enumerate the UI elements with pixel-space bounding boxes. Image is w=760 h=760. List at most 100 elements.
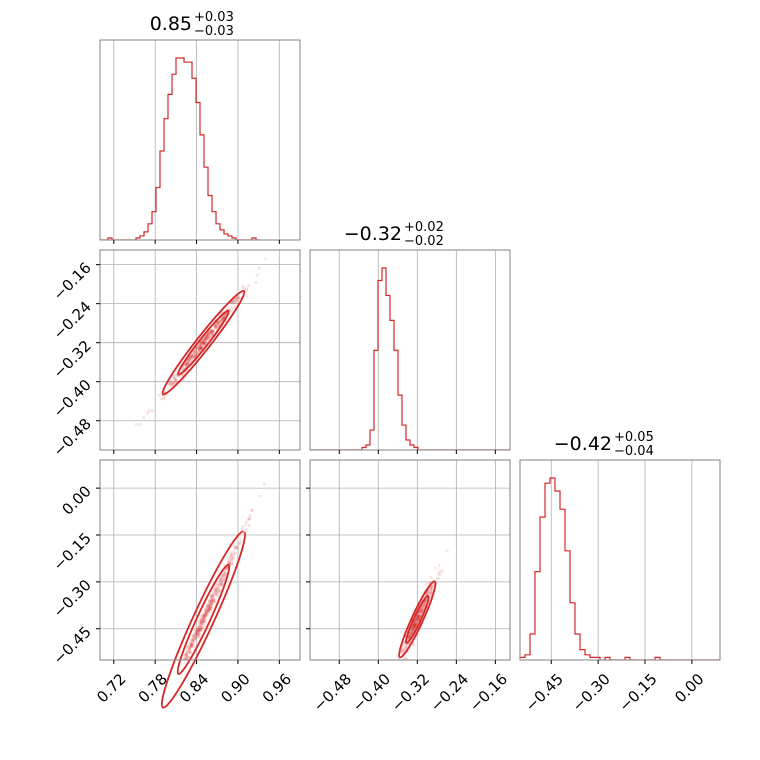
scatter-point	[216, 584, 220, 588]
scatter-point	[190, 355, 194, 359]
scatter-point	[212, 596, 216, 601]
scatter-point	[214, 323, 218, 327]
scatter-point	[201, 341, 205, 345]
scatter-point	[189, 356, 193, 360]
scatter-point	[207, 608, 211, 612]
scatter-point	[194, 632, 199, 636]
scatter-point	[208, 607, 212, 611]
scatter-point	[209, 603, 213, 607]
scatter-point	[205, 613, 209, 617]
scatter-point	[212, 594, 216, 598]
scatter-point	[202, 338, 207, 342]
scatter-point	[185, 362, 189, 366]
scatter-point	[201, 617, 205, 622]
scatter-point	[193, 348, 197, 352]
scatter-point	[372, 705, 375, 708]
scatter-point	[195, 633, 199, 637]
scatter-point	[183, 363, 188, 367]
scatter-point	[197, 628, 201, 632]
scatter-point	[213, 592, 218, 596]
scatter-point	[428, 591, 432, 595]
scatter-point	[209, 332, 214, 336]
scatter-point	[172, 374, 176, 378]
scatter-point	[417, 615, 421, 620]
scatter-point	[189, 354, 193, 358]
x-tick-label: −0.32	[388, 670, 433, 715]
scatter-point	[203, 337, 207, 341]
scatter-point	[218, 581, 222, 585]
scatter-point	[196, 349, 200, 353]
scatter-point	[227, 560, 231, 564]
scatter-point	[189, 355, 193, 359]
scatter-point	[412, 624, 416, 628]
scatter-point	[200, 614, 204, 618]
scatter-point	[229, 553, 233, 557]
scatter-point	[405, 657, 409, 660]
scatter-point	[416, 616, 420, 621]
scatter-point	[168, 382, 172, 386]
scatter-point	[425, 582, 429, 586]
scatter-point	[199, 626, 204, 630]
scatter-point	[247, 517, 251, 521]
scatter-point	[429, 585, 434, 589]
scatter-point	[170, 382, 174, 386]
scatter-point	[198, 627, 202, 632]
scatter-point	[398, 666, 401, 669]
scatter-point	[216, 320, 220, 325]
scatter-point	[421, 608, 425, 613]
scatter-point	[205, 337, 209, 341]
scatter-point	[220, 575, 225, 579]
scatter-point	[183, 661, 186, 664]
scatter-point	[169, 684, 172, 687]
scatter-point	[186, 650, 190, 654]
scatter-point	[199, 345, 204, 349]
scatter-point	[200, 343, 204, 347]
scatter-point	[202, 612, 206, 617]
scatter-point	[174, 379, 178, 383]
scatter-point	[411, 626, 415, 630]
scatter-point	[185, 645, 189, 649]
scatter-point	[208, 335, 212, 339]
scatter-point	[224, 567, 229, 572]
scatter-point	[412, 625, 417, 629]
panel-frame	[309, 459, 511, 661]
histogram-step	[520, 477, 720, 660]
scatter-point	[210, 593, 214, 598]
scatter-point	[184, 362, 188, 367]
scatter-point	[196, 345, 200, 350]
x-tick-label: 0.00	[671, 670, 707, 706]
scatter-point	[411, 624, 415, 628]
scatter-point	[213, 323, 217, 328]
scatter-point	[201, 341, 206, 345]
scatter-point	[172, 377, 177, 381]
scatter-point	[245, 288, 249, 292]
scatter-point	[194, 353, 199, 357]
scatter-point	[211, 593, 215, 597]
scatter-point	[417, 616, 421, 620]
scatter-point	[411, 643, 416, 647]
scatter-point	[204, 613, 208, 618]
scatter-point	[200, 618, 204, 623]
scatter-point	[202, 341, 206, 345]
scatter-point	[204, 334, 208, 338]
histogram-step	[100, 57, 260, 240]
scatter-point	[202, 614, 206, 618]
param-title-value: −0.32	[344, 223, 402, 245]
scatter-point	[187, 360, 191, 364]
scatter-point	[191, 635, 195, 639]
panel-frame	[99, 459, 301, 661]
scatter-point	[429, 590, 433, 594]
scatter-point	[171, 684, 174, 687]
scatter-point	[199, 340, 203, 344]
scatter-point	[165, 700, 168, 703]
scatter-panel-0-2: 0.72 0.78 0.84 0.90 0.96 −0.45−0.30−0.15 0.00	[50, 459, 301, 709]
scatter-point	[204, 612, 208, 616]
contour-level-1	[405, 594, 430, 644]
scatter-point	[210, 330, 214, 334]
scatter-point	[200, 345, 204, 349]
scatter-point	[247, 517, 251, 521]
scatter-point	[195, 628, 200, 632]
scatter-point	[431, 584, 435, 588]
scatter-point	[204, 617, 208, 621]
